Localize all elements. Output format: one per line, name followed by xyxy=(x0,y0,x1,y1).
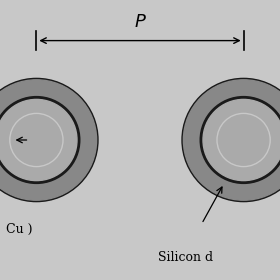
Circle shape xyxy=(0,97,80,183)
Text: Cu ): Cu ) xyxy=(6,223,32,236)
Circle shape xyxy=(0,99,77,181)
Circle shape xyxy=(200,97,280,183)
Circle shape xyxy=(0,80,97,200)
Circle shape xyxy=(10,113,63,167)
Circle shape xyxy=(203,99,280,181)
Text: Silicon d: Silicon d xyxy=(158,251,213,264)
Circle shape xyxy=(11,115,62,165)
Text: $P$: $P$ xyxy=(134,13,146,31)
Circle shape xyxy=(218,115,269,165)
Circle shape xyxy=(182,78,280,202)
Circle shape xyxy=(0,78,98,202)
Circle shape xyxy=(183,80,280,200)
Circle shape xyxy=(217,113,270,167)
